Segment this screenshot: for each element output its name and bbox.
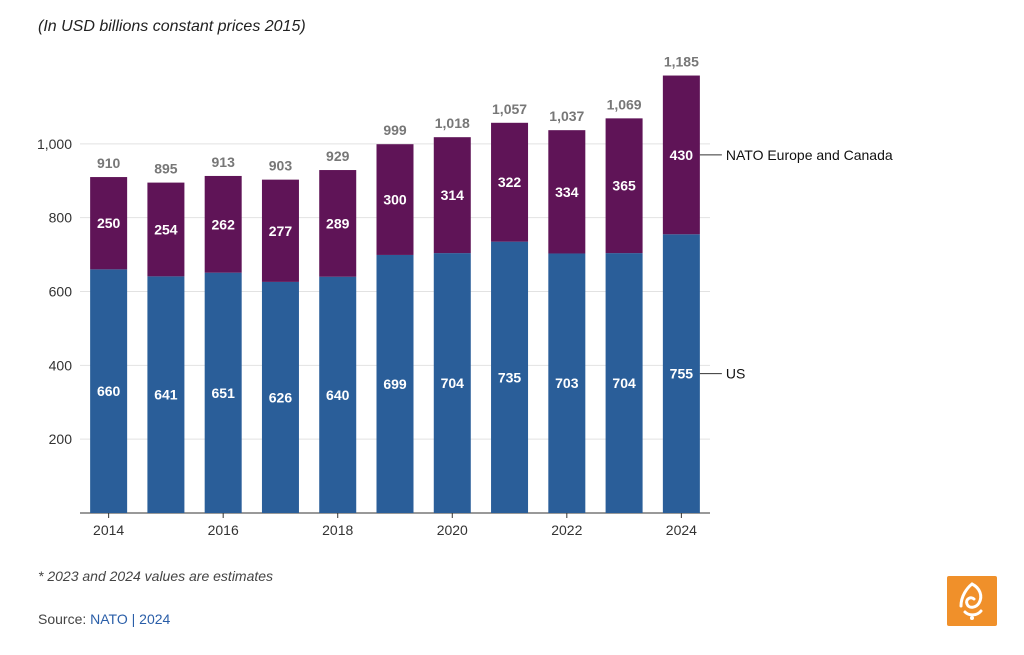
bar-nato-europe-canada bbox=[433, 137, 471, 254]
bar-total-label: 1,018 bbox=[435, 115, 470, 131]
axes: 200 400 600 800 1,000 2014 2016 2018 2020 2022 202… bbox=[37, 136, 710, 538]
al-jazeera-logo-icon bbox=[947, 576, 997, 626]
y-tick-label: 200 bbox=[49, 431, 73, 447]
footnote: * 2023 and 2024 values are estimates bbox=[38, 568, 274, 584]
bar-us bbox=[90, 269, 128, 513]
y-tick-label: 600 bbox=[49, 284, 73, 300]
bar-value-label: 651 bbox=[212, 385, 236, 401]
bar-us bbox=[319, 276, 357, 513]
bar-us bbox=[662, 234, 700, 513]
bar-value-label: 755 bbox=[670, 366, 694, 382]
logo-glyph bbox=[959, 582, 983, 620]
bar-value-label: 660 bbox=[97, 383, 121, 399]
bar-value-label: 430 bbox=[670, 147, 694, 163]
y-tick-label: 400 bbox=[49, 357, 73, 373]
stacked-bar-chart: 200 400 600 800 1,000 2014 2016 2018 2020 2022 202… bbox=[37, 54, 893, 538]
bar-value-label: 699 bbox=[383, 376, 407, 392]
bar-total-label: 999 bbox=[383, 122, 407, 138]
bar-value-label: 262 bbox=[212, 216, 236, 232]
bar-nato-europe-canada bbox=[491, 122, 529, 242]
bar-value-label: 250 bbox=[97, 215, 121, 231]
legend: US NATO Europe and Canada bbox=[699, 147, 893, 382]
bar-nato-europe-canada bbox=[376, 144, 414, 255]
bar-nato-europe-canada bbox=[319, 170, 357, 277]
bar-value-label: 289 bbox=[326, 215, 350, 231]
bar-us bbox=[548, 253, 586, 513]
bar-value-label: 314 bbox=[441, 187, 465, 203]
x-tick-label: 2024 bbox=[666, 522, 697, 538]
bar-value-label: 704 bbox=[441, 375, 465, 391]
bar-us bbox=[261, 281, 299, 513]
x-tick-label: 2016 bbox=[208, 522, 239, 538]
bar-us bbox=[605, 253, 643, 513]
bar-value-label: 735 bbox=[498, 369, 522, 385]
bar-value-label: 254 bbox=[154, 221, 178, 237]
bar-us bbox=[433, 253, 471, 513]
bar-nato-europe-canada bbox=[548, 130, 586, 254]
data-labels: 660 250 910 641 254 895 651 262 913 626 277 903 640 2… bbox=[97, 54, 699, 406]
bar-total-label: 929 bbox=[326, 148, 350, 164]
bar-total-label: 903 bbox=[269, 158, 293, 174]
bar-total-label: 1,057 bbox=[492, 101, 527, 117]
bar-us bbox=[204, 272, 242, 513]
x-tick-label: 2020 bbox=[437, 522, 468, 538]
bar-value-label: 640 bbox=[326, 387, 350, 403]
x-tick-label: 2022 bbox=[551, 522, 582, 538]
bars bbox=[90, 75, 700, 513]
bar-value-label: 277 bbox=[269, 223, 293, 239]
bar-nato-europe-canada bbox=[90, 177, 128, 270]
bar-us bbox=[491, 241, 529, 513]
bar-value-label: 703 bbox=[555, 375, 579, 391]
bar-value-label: 322 bbox=[498, 174, 522, 190]
legend-nato-europe-canada: NATO Europe and Canada bbox=[726, 147, 893, 163]
bar-total-label: 895 bbox=[154, 161, 178, 177]
bar-total-label: 913 bbox=[212, 154, 236, 170]
y-tick-label: 800 bbox=[49, 210, 73, 226]
bar-total-label: 1,037 bbox=[549, 108, 584, 124]
y-tick-label: 1,000 bbox=[37, 136, 72, 152]
bar-value-label: 334 bbox=[555, 184, 579, 200]
x-tick-label: 2018 bbox=[322, 522, 353, 538]
bar-value-label: 626 bbox=[269, 389, 293, 405]
x-tick-label: 2014 bbox=[93, 522, 124, 538]
bar-nato-europe-canada bbox=[147, 182, 185, 277]
bar-total-label: 1,069 bbox=[607, 96, 642, 112]
bar-value-label: 641 bbox=[154, 387, 178, 403]
source-line: Source: NATO | 2024 bbox=[38, 611, 170, 627]
bar-nato-europe-canada bbox=[261, 179, 299, 282]
bar-us bbox=[376, 254, 414, 513]
bar-total-label: 1,185 bbox=[664, 54, 699, 70]
bar-value-label: 704 bbox=[612, 375, 636, 391]
legend-us: US bbox=[726, 366, 745, 382]
bar-nato-europe-canada bbox=[204, 175, 242, 273]
chart-subtitle: (In USD billions constant prices 2015) bbox=[38, 18, 306, 35]
bar-total-label: 910 bbox=[97, 155, 121, 171]
source-link[interactable]: NATO | 2024 bbox=[90, 611, 171, 627]
bar-us bbox=[147, 276, 185, 513]
bar-nato-europe-canada bbox=[662, 75, 700, 235]
bar-value-label: 365 bbox=[612, 178, 636, 194]
bar-value-label: 300 bbox=[383, 192, 407, 208]
bar-nato-europe-canada bbox=[605, 118, 643, 254]
source-prefix: Source: bbox=[38, 611, 91, 627]
